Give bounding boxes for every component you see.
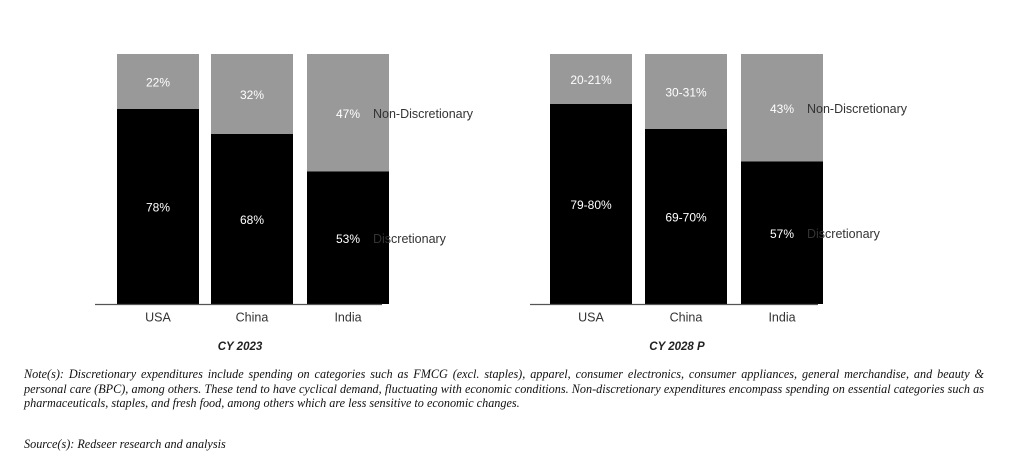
legend-non-discretionary: Non-Discretionary <box>807 102 908 116</box>
x-tick-label: USA <box>578 310 604 324</box>
bar-non-discretionary-china <box>211 54 293 134</box>
data-label-non-discretionary: 47% <box>336 107 360 121</box>
bar-discretionary-china <box>645 129 727 304</box>
x-tick-label: China <box>236 310 269 324</box>
bar-non-discretionary-usa <box>117 54 199 109</box>
stacked-bar-charts: 22% 78% USA 32% 68% China 47% 53% India Non-Discr… <box>95 54 908 353</box>
x-tick-label: India <box>768 310 795 324</box>
bar-discretionary-india <box>741 161 823 304</box>
bar-discretionary-usa <box>117 109 199 304</box>
data-label-non-discretionary: 32% <box>240 88 264 102</box>
bar-discretionary-usa <box>550 104 632 304</box>
bar-discretionary-china <box>211 134 293 304</box>
data-label-non-discretionary: 20-21% <box>570 73 612 87</box>
legend-non-discretionary: Non-Discretionary <box>373 107 474 121</box>
bar-non-discretionary-india <box>307 54 389 172</box>
x-tick-label: India <box>334 310 361 324</box>
data-label-discretionary: 69-70% <box>665 211 707 225</box>
chart-title: CY 2028 P <box>649 341 705 353</box>
bar-discretionary-india <box>307 171 389 304</box>
x-tick-label: USA <box>145 310 171 324</box>
legend-discretionary: Discretionary <box>373 232 447 246</box>
data-label-non-discretionary: 30-31% <box>665 86 707 100</box>
source-text: Source(s): Redseer research and analysis <box>24 437 226 451</box>
legend-discretionary: Discretionary <box>807 227 881 241</box>
data-label-discretionary: 79-80% <box>570 198 612 212</box>
data-label-discretionary: 57% <box>770 227 794 241</box>
charts-area: 22% 78% USA 32% 68% China 47% 53% India Non-Discr… <box>95 54 908 353</box>
note-text: Note(s): Discretionary expenditures incl… <box>24 367 984 411</box>
x-tick-label: China <box>670 310 703 324</box>
chart-title: CY 2023 <box>218 341 263 353</box>
data-label-discretionary: 68% <box>240 213 264 227</box>
data-label-discretionary: 53% <box>336 232 360 246</box>
data-label-discretionary: 78% <box>146 201 170 215</box>
data-label-non-discretionary: 22% <box>146 76 170 90</box>
bar-non-discretionary-india <box>741 54 823 162</box>
bar-non-discretionary-china <box>645 54 727 129</box>
bar-non-discretionary-usa <box>550 54 632 104</box>
data-label-non-discretionary: 43% <box>770 102 794 116</box>
